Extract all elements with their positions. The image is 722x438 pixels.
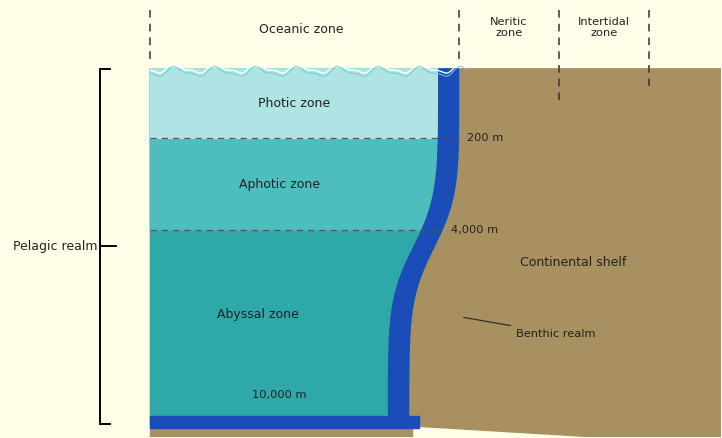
Text: Oceanic zone: Oceanic zone (258, 23, 343, 36)
Text: Photic zone: Photic zone (258, 97, 330, 110)
Polygon shape (388, 69, 458, 426)
Text: Continental shelf: Continental shelf (521, 256, 627, 269)
Text: Neritic
zone: Neritic zone (490, 17, 528, 38)
Text: Abyssal zone: Abyssal zone (217, 308, 299, 321)
Polygon shape (150, 69, 458, 426)
Text: 200 m: 200 m (467, 134, 503, 144)
Polygon shape (150, 69, 458, 138)
Text: Pelagic realm: Pelagic realm (13, 240, 97, 253)
Polygon shape (150, 69, 458, 230)
Text: 4,000 m: 4,000 m (451, 225, 497, 235)
Polygon shape (150, 416, 419, 428)
Text: 10,000 m: 10,000 m (252, 390, 307, 400)
Text: Benthic realm: Benthic realm (464, 318, 596, 339)
Text: Aphotic zone: Aphotic zone (239, 178, 320, 191)
Polygon shape (409, 69, 722, 438)
Text: Intertidal
zone: Intertidal zone (578, 17, 630, 38)
Polygon shape (150, 426, 412, 438)
